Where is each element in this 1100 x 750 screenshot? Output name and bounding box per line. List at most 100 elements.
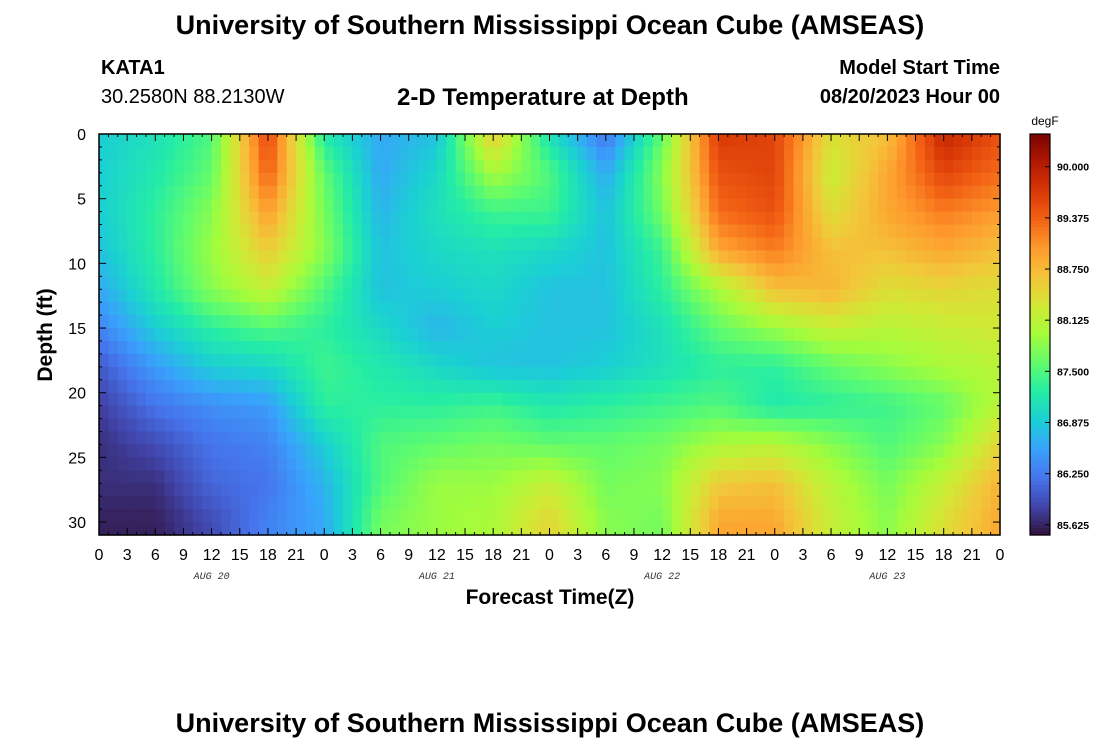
heatmap-cell <box>821 328 832 342</box>
heatmap-cell <box>896 483 907 497</box>
heatmap-cell <box>793 159 804 174</box>
heatmap-cell <box>408 224 419 239</box>
heatmap-cell <box>737 366 748 381</box>
heatmap-cell <box>408 366 419 381</box>
heatmap-cell <box>399 353 410 368</box>
colorbar-segment <box>1030 220 1050 225</box>
heatmap-cell <box>540 263 551 277</box>
heatmap-cell <box>662 276 673 290</box>
heatmap-cell <box>145 159 156 174</box>
heatmap-cell <box>380 315 391 329</box>
heatmap-cell <box>549 250 560 264</box>
heatmap-cell <box>915 315 926 329</box>
heatmap-cell <box>540 405 551 420</box>
heatmap-cell <box>136 237 147 252</box>
heatmap-cell <box>380 392 391 407</box>
heatmap-cell <box>530 302 541 316</box>
heatmap-cell <box>690 366 701 381</box>
heatmap-cell <box>587 302 598 316</box>
heatmap-cell <box>380 263 391 277</box>
heatmap-cell <box>474 263 485 277</box>
heatmap-cell <box>924 353 935 368</box>
heatmap-cell <box>380 470 391 484</box>
heatmap-cell <box>305 392 316 407</box>
heatmap-cell <box>587 134 598 148</box>
heatmap-cell <box>108 470 119 484</box>
heatmap-cell <box>727 302 738 316</box>
heatmap-cell <box>859 276 870 290</box>
heatmap-cell <box>746 444 757 458</box>
heatmap-cell <box>408 470 419 484</box>
heatmap-cell <box>840 302 851 316</box>
heatmap-cell <box>793 172 804 187</box>
heatmap-cell <box>211 379 222 394</box>
heatmap-cell <box>239 263 250 277</box>
heatmap-cell <box>605 211 616 226</box>
heatmap-cell <box>953 237 964 252</box>
heatmap-cell <box>296 483 307 497</box>
heatmap-cell <box>718 250 729 264</box>
heatmap-cell <box>727 340 738 355</box>
heatmap-cell <box>718 379 729 394</box>
heatmap-cell <box>267 315 278 329</box>
heatmap-cell <box>699 250 710 264</box>
heatmap-cell <box>812 198 823 213</box>
heatmap-cell <box>943 276 954 290</box>
heatmap-cell <box>812 224 823 239</box>
heatmap-cell <box>558 315 569 329</box>
heatmap-cell <box>990 302 1001 316</box>
heatmap-cell <box>755 146 766 161</box>
heatmap-cell <box>136 522 147 536</box>
heatmap-cell <box>699 457 710 471</box>
heatmap-cell <box>971 470 982 484</box>
heatmap-cell <box>221 146 231 161</box>
heatmap-cell <box>887 211 898 226</box>
heatmap-cell <box>652 224 663 239</box>
heatmap-cell <box>709 198 720 213</box>
heatmap-cell <box>755 224 766 239</box>
heatmap-cell <box>652 172 663 187</box>
heatmap-cell <box>943 159 954 174</box>
heatmap-cell <box>192 276 203 290</box>
heatmap-cell <box>587 328 598 342</box>
heatmap-cell <box>145 431 156 446</box>
heatmap-cell <box>652 134 663 148</box>
heatmap-cell <box>831 457 842 471</box>
heatmap-cell <box>230 522 241 536</box>
heatmap-cell <box>389 315 400 329</box>
heatmap-cell <box>314 522 325 536</box>
heatmap-cell <box>314 185 325 200</box>
heatmap-cell <box>436 444 447 458</box>
heatmap-cell <box>474 315 485 329</box>
heatmap-cell <box>624 392 635 407</box>
heatmap-cell <box>934 263 945 277</box>
heatmap-cell <box>145 405 156 420</box>
heatmap-cell <box>718 224 729 239</box>
footer-title: University of Southern Mississippi Ocean… <box>175 708 925 738</box>
heatmap-cell <box>831 418 842 433</box>
heatmap-cell <box>305 263 316 277</box>
colorbar-segment <box>1030 214 1050 219</box>
heatmap-cell <box>624 496 635 510</box>
heatmap-cell <box>624 340 635 355</box>
heatmap-cell <box>868 263 879 277</box>
heatmap-cell <box>915 172 926 187</box>
heatmap-cell <box>99 470 109 484</box>
heatmap-cell <box>896 431 907 446</box>
heatmap-cell <box>502 444 513 458</box>
heatmap-cell <box>493 263 504 277</box>
heatmap-cell <box>953 224 964 239</box>
colorbar-segment <box>1030 304 1050 309</box>
heatmap-cell <box>962 302 973 316</box>
heatmap-cell <box>436 224 447 239</box>
heatmap-cell <box>324 237 335 252</box>
heatmap-cell <box>981 509 992 523</box>
heatmap-cell <box>418 418 429 433</box>
heatmap-cell <box>286 496 297 510</box>
heatmap-cell <box>277 237 288 252</box>
heatmap-cell <box>305 470 316 484</box>
heatmap-cell <box>286 392 297 407</box>
heatmap-cell <box>652 431 663 446</box>
heatmap-cell <box>474 470 485 484</box>
heatmap-cell <box>99 366 109 381</box>
